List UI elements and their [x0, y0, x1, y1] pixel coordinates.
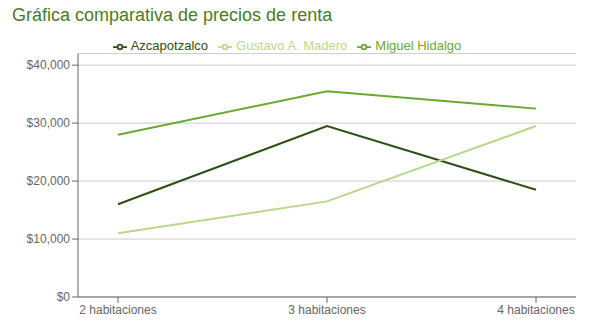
svg-text:$30,000: $30,000: [27, 116, 71, 130]
svg-text:$10,000: $10,000: [27, 232, 71, 246]
svg-text:2 habitaciones: 2 habitaciones: [79, 303, 156, 317]
svg-text:4 habitaciones: 4 habitaciones: [497, 303, 574, 317]
svg-text:$40,000: $40,000: [27, 58, 71, 72]
html-text:Gráfica comparativa de precios: Gráfica comparativa de precios de renta: [12, 5, 333, 25]
svg-text:3 habitaciones: 3 habitaciones: [288, 303, 365, 317]
svg-text:$0: $0: [57, 290, 71, 304]
html-text:Gustavo A. Madero: Gustavo A. Madero: [236, 38, 348, 53]
svg-text:$20,000: $20,000: [27, 174, 71, 188]
html-text:Azcapotzalco: Azcapotzalco: [130, 38, 208, 53]
html-text:Miguel Hidalgo: Miguel Hidalgo: [375, 38, 462, 53]
